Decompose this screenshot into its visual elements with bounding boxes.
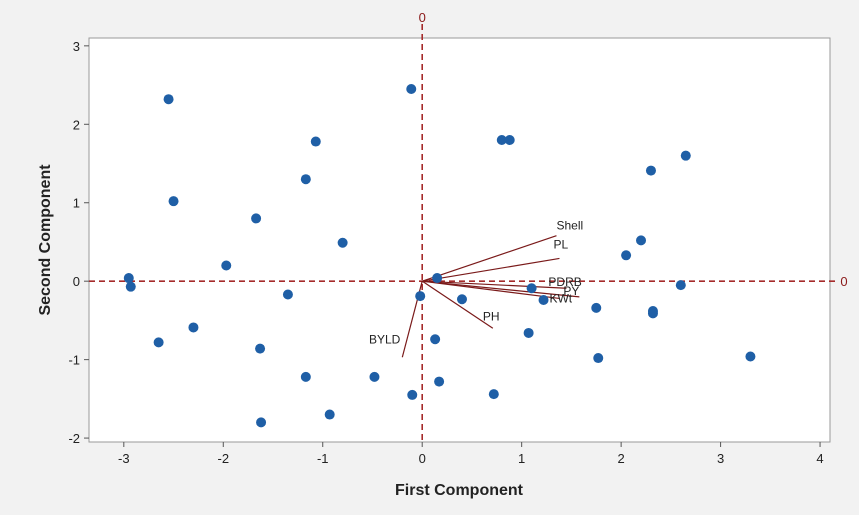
- score-point: [163, 94, 174, 105]
- loading-label-kwt: KWt: [549, 291, 572, 305]
- score-point: [300, 371, 311, 382]
- score-point: [337, 237, 348, 248]
- y-tick-label: -1: [68, 353, 80, 368]
- score-point: [504, 134, 515, 145]
- loading-label-pl: PL: [553, 237, 568, 251]
- reference-lines: 00: [89, 10, 848, 442]
- plot-area: [88, 37, 831, 443]
- score-point: [432, 273, 443, 284]
- score-point: [456, 294, 467, 305]
- score-point: [153, 337, 164, 348]
- loading-vector-kwt: [422, 280, 560, 300]
- loading-label-ph: PH: [483, 309, 500, 323]
- score-point: [593, 353, 604, 364]
- score-point: [591, 302, 602, 313]
- score-point: [282, 289, 293, 300]
- loading-vector-shell: [422, 235, 557, 282]
- score-point: [407, 389, 418, 400]
- score-point: [488, 389, 499, 400]
- x-tick-label: 2: [618, 451, 625, 466]
- x-tick-label: -1: [317, 451, 329, 466]
- y-tick-label: 1: [73, 196, 80, 211]
- ref-label-vertical: 0: [419, 10, 426, 25]
- score-point: [680, 150, 691, 161]
- x-tick-label: -3: [118, 451, 130, 466]
- score-point: [675, 280, 686, 291]
- loading-label-py: PY: [563, 284, 579, 298]
- x-tick-label: 4: [816, 451, 823, 466]
- score-point: [251, 213, 262, 224]
- score-point: [256, 417, 267, 428]
- score-point: [406, 83, 417, 94]
- loading-label-shell: Shell: [556, 219, 583, 233]
- score-point: [221, 260, 232, 271]
- score-point: [538, 295, 549, 306]
- x-tick-label: 1: [518, 451, 525, 466]
- score-point: [430, 334, 441, 345]
- score-points: [123, 83, 756, 428]
- y-tick-label: 0: [73, 274, 80, 289]
- score-point: [123, 273, 134, 284]
- loading-label-byld: BYLD: [369, 332, 401, 346]
- score-point: [434, 376, 445, 387]
- score-point: [621, 250, 632, 261]
- y-tick-label: 3: [73, 39, 80, 54]
- score-point: [523, 327, 534, 338]
- score-point: [168, 196, 179, 207]
- score-point: [745, 351, 756, 362]
- y-axis-title: Second Component: [37, 164, 54, 316]
- y-tick-label: -2: [68, 431, 80, 446]
- score-point: [310, 136, 321, 147]
- score-point: [647, 308, 658, 319]
- score-point: [526, 283, 537, 294]
- loading-label-pdrb: PDRB: [548, 275, 581, 289]
- score-point: [369, 371, 380, 382]
- score-point: [188, 322, 199, 333]
- score-point: [496, 134, 507, 145]
- y-tick-label: 2: [73, 117, 80, 132]
- score-point: [645, 165, 656, 176]
- loading-vector-py: [422, 280, 580, 298]
- score-point: [125, 281, 136, 292]
- score-point: [636, 235, 647, 246]
- x-tick-label: -2: [217, 451, 229, 466]
- loading-vector-ph: [421, 280, 494, 329]
- ref-label-horizontal: 0: [840, 274, 847, 289]
- loading-vector-pl: [422, 257, 560, 282]
- x-tick-label: 3: [717, 451, 724, 466]
- score-point: [324, 409, 335, 420]
- loading-vector-pdrb: [422, 280, 567, 289]
- x-axis-title: First Component: [395, 482, 524, 499]
- score-point: [300, 174, 311, 185]
- score-point: [415, 291, 426, 302]
- axes: -3 -2 -1 0 1 2 3 4 -2 -1 0 1 2 3: [68, 39, 823, 466]
- score-point: [255, 343, 266, 354]
- x-tick-label: 0: [419, 451, 426, 466]
